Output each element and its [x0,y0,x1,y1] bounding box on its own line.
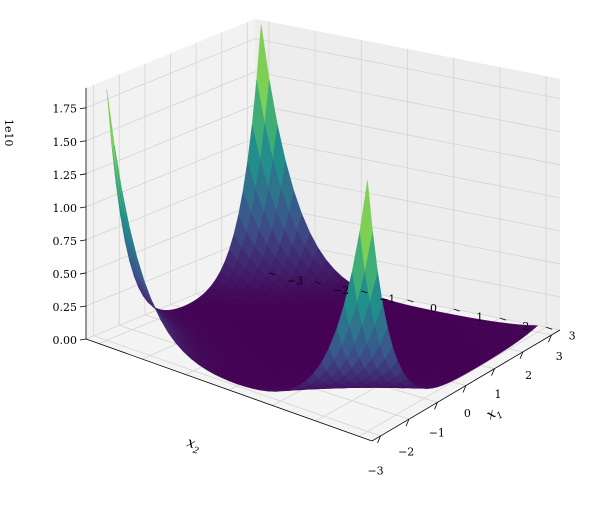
grid-floor-x2 [93,335,381,437]
z-axis-multiplier: 1e10 [2,119,15,147]
tick-mark [79,107,87,110]
grid-wall-z [254,170,561,232]
x2-tick-label: 1 [495,388,502,401]
tick-mark [407,299,414,303]
tick-mark [361,290,368,294]
grid-wall-z [254,71,561,133]
tick-mark [79,338,87,341]
tick-mark [377,435,381,444]
x2-tick-label: 3 [556,350,563,363]
x2-tick-label: −3 [367,465,383,478]
x1-tick-label: 1 [476,311,483,324]
tick-mark [79,173,87,176]
tick-mark [79,239,87,242]
grid-wall-z [85,137,256,208]
grid-wall-z [254,38,561,100]
x1-tick-label: 3 [569,329,576,342]
x1-axis-label: x1 [484,403,506,426]
z-tick-label: 1.25 [53,169,78,182]
tick-mark [434,402,438,410]
z-tick-label: 0.25 [53,301,78,314]
tick-mark [79,305,87,308]
x1-tick-label: −1 [379,293,395,306]
x2-tick-label: −2 [398,445,414,458]
grid-wall-z [85,236,256,307]
x1-tick-label: −3 [287,275,303,288]
x1-tick-label: 2 [522,320,529,333]
surface-patch [359,180,373,271]
grid-wall-z [254,104,561,166]
tick-mark [491,368,495,376]
z-tick-label: 1.50 [53,136,78,149]
z-tick-label: 1.00 [53,202,78,215]
x2-tick-label: −1 [429,426,445,439]
x2-axis-label: x2 [184,435,203,457]
x2-axis-line [85,338,373,442]
tick-mark [499,317,507,321]
tick-mark [453,308,460,312]
grid-wall-z [85,71,256,142]
tick-mark [462,385,467,393]
tick-mark [314,281,322,285]
tick-mark [268,272,275,276]
tick-labels: 0.00 0.25 0.50 0.75 1.00 1.25 1.50 1.75 −3 −2 −1 0 1… [53,103,576,478]
tick-mark [405,418,410,427]
tick-mark [519,351,524,360]
grid-wall-z [254,137,561,199]
tick-mark [548,334,552,343]
x1-tick-label: −2 [333,284,349,297]
tick-mark [79,272,87,275]
surface-mesh [106,24,539,392]
z-tick-label: 0.75 [53,235,78,248]
z-tick-label: 0.50 [53,268,78,281]
grid-wall-z [85,38,256,109]
grid-wall-z [254,203,561,265]
grid-wall-z [85,203,256,274]
z-tick-label: 0.00 [53,334,78,347]
x2-tick-label: 2 [525,369,532,382]
tick-mark [546,326,553,330]
x2-tick-label: 0 [464,407,471,420]
grid-wall-z [85,170,256,241]
tick-mark [79,206,87,209]
x1-tick-label: 0 [430,302,437,315]
z-tick-label: 1.75 [53,103,78,116]
tick-mark [79,140,87,143]
